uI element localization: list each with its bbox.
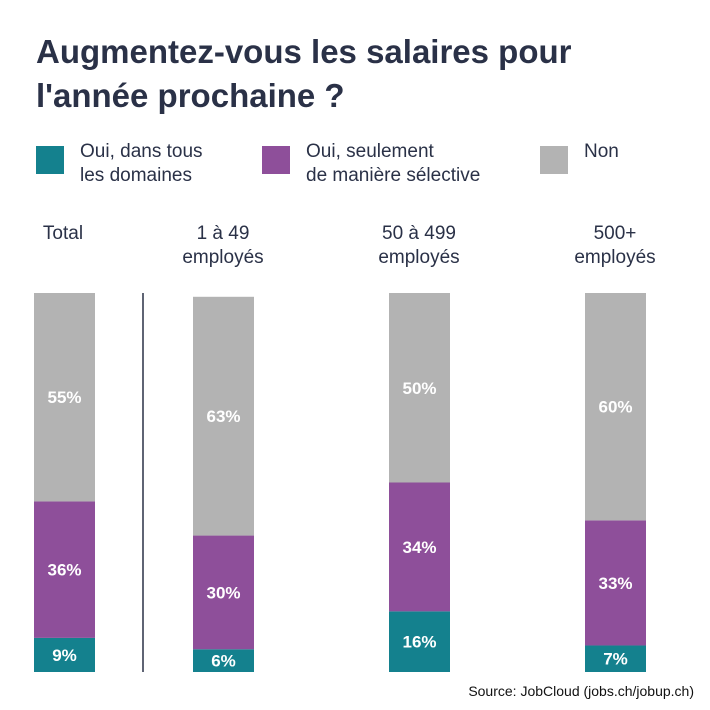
group-label-line1: Total (42, 223, 84, 244)
data-label-oui-tous-2: 16% (402, 633, 436, 652)
group-label-total: Total (15, 222, 111, 246)
data-label-oui-tous-0: 9% (52, 646, 77, 665)
legend-item-non: Non (540, 140, 619, 174)
chart-title-line1: Augmentez-vous les salaires pour (36, 33, 572, 70)
legend-item-oui-selectif: Oui, seulement de manière sélective (262, 140, 480, 188)
data-label-oui-selectif-0: 36% (47, 561, 81, 580)
group-label-1-49: 1 à 49 employés (163, 222, 283, 270)
data-label-non-2: 50% (402, 379, 436, 398)
group-label-50-499: 50 à 499 employés (359, 222, 479, 270)
legend-label-line1: Non (584, 141, 619, 162)
data-label-oui-tous-1: 6% (211, 652, 236, 671)
source-note: Source: JobCloud (jobs.ch/jobup.ch) (468, 683, 694, 699)
bar-segment-non-3 (585, 293, 646, 521)
group-label-500plus: 500+ employés (555, 222, 675, 270)
legend-label-line1: Oui, dans tous (80, 141, 203, 162)
group-label-line1: 1 à 49 (196, 223, 250, 244)
bar-segment-oui-tous-3 (585, 645, 646, 672)
bar-segment-oui-selectif-3 (585, 520, 646, 646)
legend-label-line2: les domaines (80, 165, 192, 186)
group-label-line1: 500+ (593, 223, 637, 244)
group-label-line2: employés (182, 247, 264, 268)
data-label-oui-selectif-2: 34% (402, 538, 436, 557)
data-label-oui-selectif-3: 33% (598, 574, 632, 593)
legend-label-line2: de manière sélective (306, 165, 481, 186)
bar-segment-oui-tous-2 (389, 611, 450, 672)
chart-title: Augmentez-vous les salaires pour l'année… (36, 30, 676, 118)
data-label-oui-selectif-1: 30% (206, 583, 240, 602)
data-label-non-3: 60% (598, 398, 632, 417)
group-label-line2: employés (378, 247, 460, 268)
legend-label-oui-selectif: Oui, seulement de manière sélective (306, 140, 480, 188)
data-label-non-0: 55% (47, 388, 81, 407)
legend-label-line1: Oui, seulement (306, 141, 434, 162)
data-label-non-1: 63% (206, 407, 240, 426)
data-label-oui-tous-3: 7% (603, 650, 628, 669)
legend-swatch-oui-tous (36, 146, 64, 174)
bar-segment-oui-selectif-0 (34, 501, 95, 638)
group-label-line2: employés (574, 247, 656, 268)
bar-segment-oui-selectif-2 (389, 482, 450, 612)
bar-segment-non-0 (34, 293, 95, 502)
bar-segment-non-2 (389, 293, 450, 483)
bar-segment-oui-selectif-1 (193, 535, 254, 650)
bar-segment-oui-tous-1 (193, 649, 254, 672)
legend-swatch-non (540, 146, 568, 174)
group-label-line1: 50 à 499 (382, 223, 456, 244)
legend-item-oui-tous: Oui, dans tous les domaines (36, 140, 203, 188)
chart-title-line2: l'année prochaine ? (36, 77, 345, 114)
bar-segment-non-1 (193, 296, 254, 536)
legend-label-non: Non (584, 140, 619, 164)
legend-label-oui-tous: Oui, dans tous les domaines (80, 140, 203, 188)
bar-segment-oui-tous-0 (34, 637, 95, 672)
legend-swatch-oui-selectif (262, 146, 290, 174)
